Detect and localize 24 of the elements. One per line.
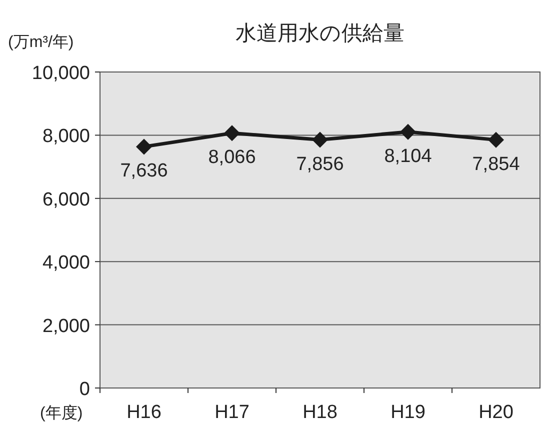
x-tick-label: H19: [390, 402, 426, 423]
point: [224, 125, 240, 142]
point: [400, 124, 416, 140]
y-axis-title: (万m³/年): [8, 34, 74, 51]
x-tick-label: H16: [126, 402, 162, 423]
data-label: 7,636: [120, 160, 168, 182]
point: [136, 138, 152, 155]
y-tick-label: 0: [79, 379, 90, 400]
y-tick-label: 8,000: [42, 126, 90, 148]
y-tick-label: 4,000: [42, 252, 90, 274]
data-label: 7,854: [472, 154, 520, 175]
y-tick-label: 6,000: [42, 189, 90, 210]
chart-title: 水道用水の供給量: [236, 22, 404, 45]
x-tick-label: H18: [302, 402, 338, 423]
data-label: 8,066: [208, 147, 256, 168]
y-tick-label: 2,000: [42, 316, 90, 337]
data-label: 8,104: [384, 146, 432, 167]
x-axis-title: (年度): [40, 404, 83, 422]
data-label: 7,856: [296, 154, 344, 175]
y-tick-label: 10,000: [32, 63, 90, 84]
point: [488, 132, 504, 148]
x-tick-label: H20: [478, 402, 514, 423]
point: [312, 132, 328, 148]
x-tick-label: H17: [214, 402, 250, 423]
